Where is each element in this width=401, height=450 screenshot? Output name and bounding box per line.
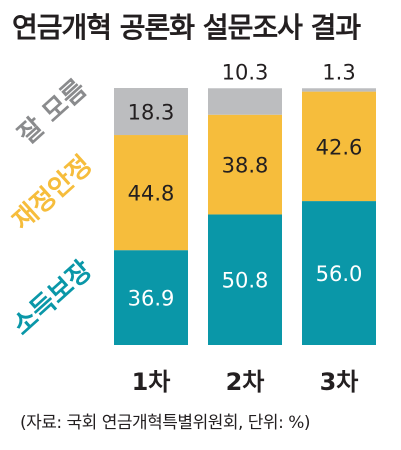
source-note: (자료: 국회 연금개혁특별위원회, 단위: %): [20, 413, 311, 433]
legend-label-1: 소득보장: [7, 255, 98, 341]
data-label-1-2: 50.8: [222, 269, 269, 293]
legend-label-2: 재정안정: [7, 150, 98, 236]
bar-segment-2-1: [114, 135, 188, 251]
bar-segment-1-2: [208, 214, 282, 345]
bar-segment-3-3: [302, 88, 376, 92]
bar-segment-2-3: [302, 91, 376, 202]
bar-segment-1-1: [114, 250, 188, 345]
category-label-3: 3차: [320, 368, 359, 396]
data-label-2-1: 44.8: [128, 182, 175, 206]
bar-segment-2-2: [208, 114, 282, 215]
legend-label-3: 잘 모름: [13, 74, 93, 150]
bar-segment-1-3: [302, 201, 376, 345]
category-label-2: 2차: [226, 368, 265, 396]
data-label-3-2: 10.3: [222, 60, 269, 84]
bar-segment-3-1: [114, 88, 188, 136]
category-label-1: 1차: [132, 368, 171, 396]
data-label-3-1: 18.3: [128, 101, 175, 125]
data-label-1-3: 56.0: [316, 262, 363, 286]
data-label-1-1: 36.9: [128, 287, 175, 311]
data-label-2-3: 42.6: [316, 135, 363, 159]
chart-title: 연금개혁 공론화 설문조사 결과: [12, 11, 361, 44]
data-label-3-3: 1.3: [322, 60, 355, 84]
bar-segment-3-2: [208, 88, 282, 115]
data-label-2-2: 38.8: [222, 154, 269, 178]
